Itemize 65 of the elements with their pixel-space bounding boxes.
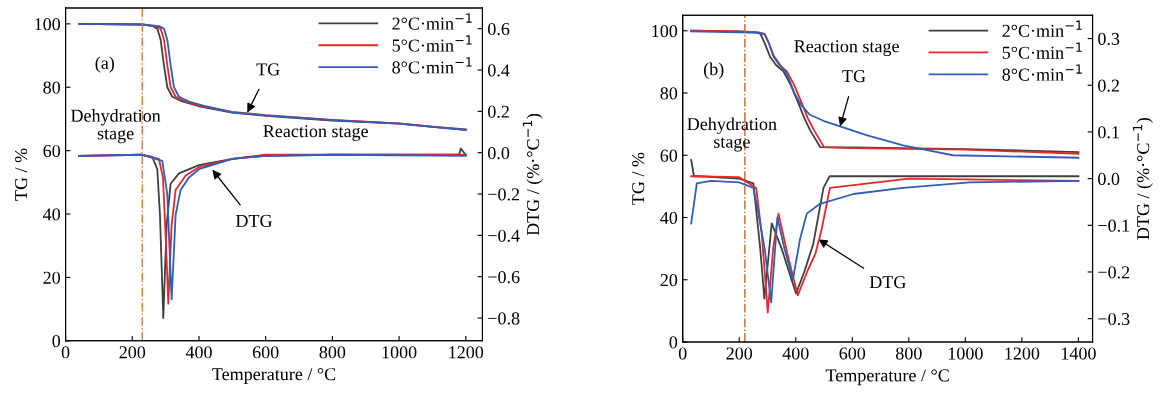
annotation: DTG (869, 276, 906, 289)
x-tick-label: 1200 (449, 346, 484, 359)
y-tick-label: 100 (652, 25, 678, 38)
y-tick-label: 20 (660, 274, 678, 287)
y-tick-label: 80 (660, 87, 678, 100)
x-tick-label: 200 (119, 346, 146, 359)
y2-tick-label: −0.6 (488, 270, 520, 284)
y-axis-title: TG / % (15, 148, 28, 201)
y-tick-label: 0 (52, 335, 61, 348)
y2-tick-label: 0.6 (488, 22, 510, 36)
y-tick-label: 40 (43, 208, 61, 221)
x-tick-label: 1000 (382, 346, 417, 359)
y2-tick-label: −0.8 (488, 312, 520, 325)
y-tick-label: 80 (43, 81, 61, 94)
y2-tick-label: 0.4 (488, 64, 510, 77)
y-axis-title: TG / % (632, 152, 645, 205)
y2-tick-label: 0.3 (1098, 32, 1120, 46)
x-tick-label: 800 (895, 347, 922, 360)
legend-label: 5°C·min$^{−1}$ (392, 35, 472, 52)
y-tick-label: 60 (660, 149, 678, 162)
y2-tick-label: 0.2 (488, 105, 509, 118)
annotation: TG (842, 70, 866, 83)
legend-label: 5°C·min$^{−1}$ (1002, 42, 1082, 59)
x-tick-label: 1200 (1005, 347, 1040, 360)
y2-axis-title: DTG / (%·°C$^{−1}$) (1132, 118, 1153, 240)
y2-tick-label: −0.2 (488, 188, 520, 201)
y2-tick-label: 0.0 (1098, 172, 1120, 186)
annotation: Reaction stage (263, 125, 368, 141)
annotation: TG (256, 63, 280, 76)
x-tick-label: 1400 (1061, 347, 1096, 360)
y-tick-label: 40 (660, 211, 678, 224)
x-tick-label: 200 (726, 347, 753, 360)
y2-axis-title: DTG / (%·°C$^{−1}$) (522, 113, 543, 236)
y2-tick-label: 0.1 (1098, 126, 1119, 139)
x-tick-label: 400 (185, 346, 212, 359)
annotation: DTG (235, 214, 272, 227)
x-tick-label: 0 (678, 347, 687, 360)
x-tick-label: 0 (61, 346, 70, 359)
y-tick-label: 100 (35, 18, 61, 31)
x-axis-title: Temperature / °C (825, 369, 949, 386)
x-tick-label: 400 (782, 347, 809, 360)
x-tick-label: 600 (839, 347, 866, 360)
line-series (690, 159, 1080, 300)
legend-label: 2°C·min$^{−1}$ (1002, 20, 1082, 37)
annotation: (b) (703, 62, 724, 79)
x-tick-label: 600 (252, 346, 279, 359)
annotation: Dehydration stage (70, 109, 161, 144)
legend-label: 2°C·min$^{−1}$ (392, 13, 472, 30)
x-axis-title: Temperature / °C (212, 368, 336, 384)
x-tick-label: 1000 (948, 347, 983, 360)
y2-tick-label: −0.4 (488, 229, 520, 242)
annotation: (a) (95, 56, 114, 73)
legend-label: 8°C·min$^{−1}$ (1002, 64, 1082, 81)
annotation: Reaction stage (794, 40, 899, 57)
y2-tick-label: −0.1 (1098, 219, 1130, 232)
y2-tick-label: −0.2 (1098, 266, 1130, 279)
y2-tick-label: 0.2 (1098, 79, 1119, 92)
y2-tick-label: 0.0 (488, 146, 510, 160)
y-tick-label: 0 (669, 336, 678, 349)
legend-label: 8°C·min$^{−1}$ (392, 57, 472, 74)
annotation: Dehydration stage (687, 117, 777, 152)
y-tick-label: 20 (43, 271, 61, 284)
x-tick-label: 800 (319, 346, 346, 359)
y-tick-label: 60 (43, 144, 61, 158)
y2-tick-label: −0.3 (1098, 312, 1130, 326)
